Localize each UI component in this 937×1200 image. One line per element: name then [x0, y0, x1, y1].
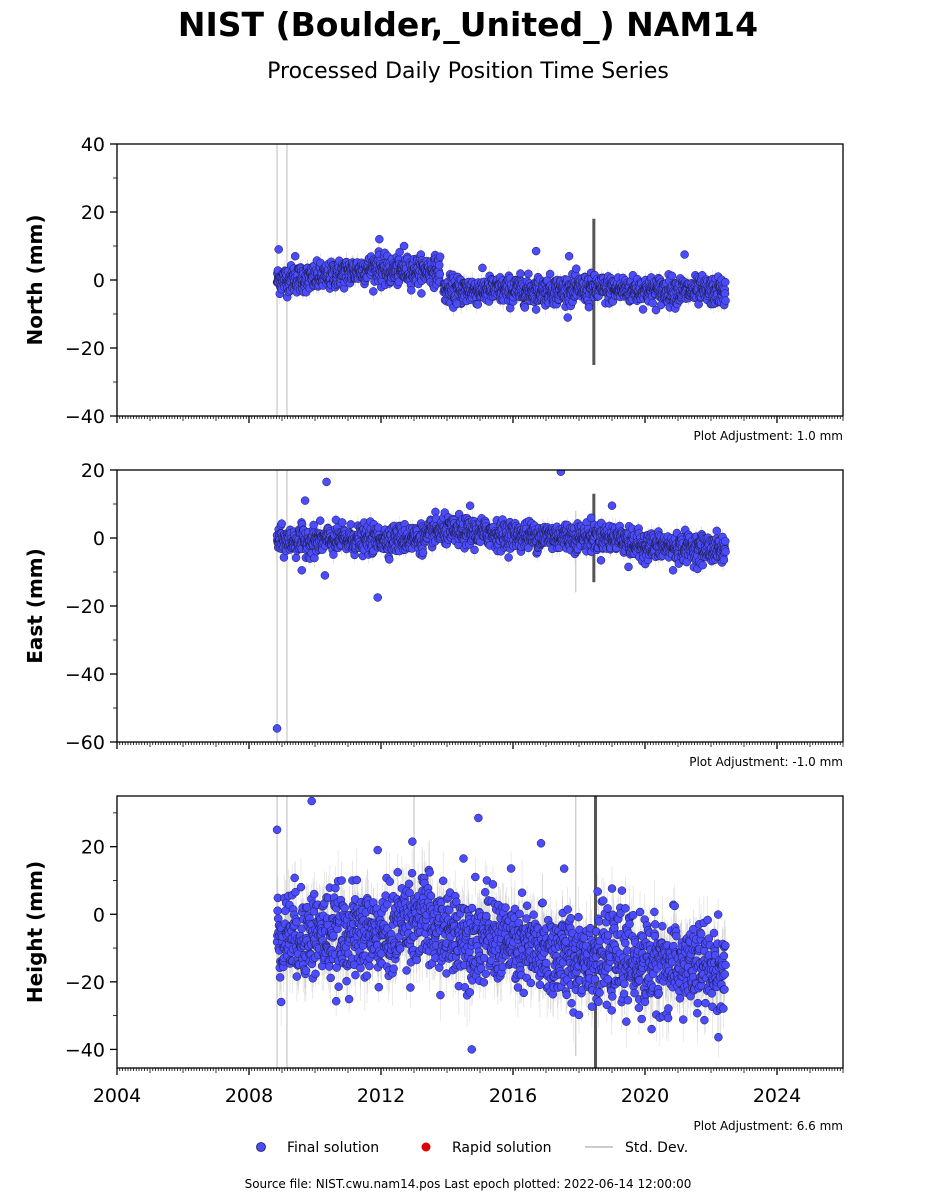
data-point	[395, 247, 404, 257]
outlier-point	[399, 241, 409, 251]
outlier-point	[290, 251, 300, 261]
data-point	[407, 286, 416, 295]
panel-north: 40 20 0 −20 −40 North (mm) Plot Adjustment: 1.…	[23, 134, 844, 443]
data-point	[369, 287, 378, 296]
data-point	[435, 260, 444, 270]
outlier-point	[375, 234, 384, 244]
y-tick-label: −20	[65, 338, 105, 360]
data-point	[667, 271, 677, 281]
y-tick-label: 0	[93, 270, 105, 292]
data-point	[638, 305, 648, 314]
y-tick-label: −40	[65, 406, 105, 428]
data-point	[435, 269, 445, 279]
data-point	[531, 305, 541, 314]
y-axis-label-north: North (mm)	[23, 214, 47, 345]
data-point	[572, 264, 581, 273]
data-point	[545, 269, 555, 279]
data-point	[520, 303, 530, 312]
chart-title: NIST (Boulder,_United_) NAM14	[178, 5, 758, 44]
data-point	[721, 296, 730, 305]
data-point	[478, 263, 487, 273]
data-point	[417, 289, 426, 298]
outlier-point	[274, 245, 283, 254]
final-solution-north	[272, 234, 730, 322]
data-point	[435, 252, 445, 261]
data-point	[516, 269, 525, 278]
outlier-point	[584, 302, 594, 312]
outlier-point	[452, 299, 462, 309]
data-point	[473, 300, 483, 309]
data-point	[563, 313, 572, 322]
outlier-point	[680, 250, 689, 259]
y-tick-label: 40	[81, 134, 105, 156]
outlier-point	[531, 246, 541, 256]
panels: 40 20 0 −20 −40 North (mm) Plot Adjustment: 1.…	[23, 134, 844, 1133]
chart-subtitle: Processed Daily Position Time Series	[267, 59, 669, 84]
data-point	[524, 269, 533, 279]
data-point	[648, 298, 657, 308]
outlier-point	[564, 251, 574, 261]
plot-area-east	[272, 470, 730, 742]
plot-area-north	[272, 144, 730, 416]
data-point	[721, 277, 730, 287]
plot-adjustment-north: Plot Adjustment: 1.0 mm	[694, 429, 843, 443]
std-dev-east	[276, 470, 726, 742]
y-tick-label: 20	[81, 202, 105, 224]
